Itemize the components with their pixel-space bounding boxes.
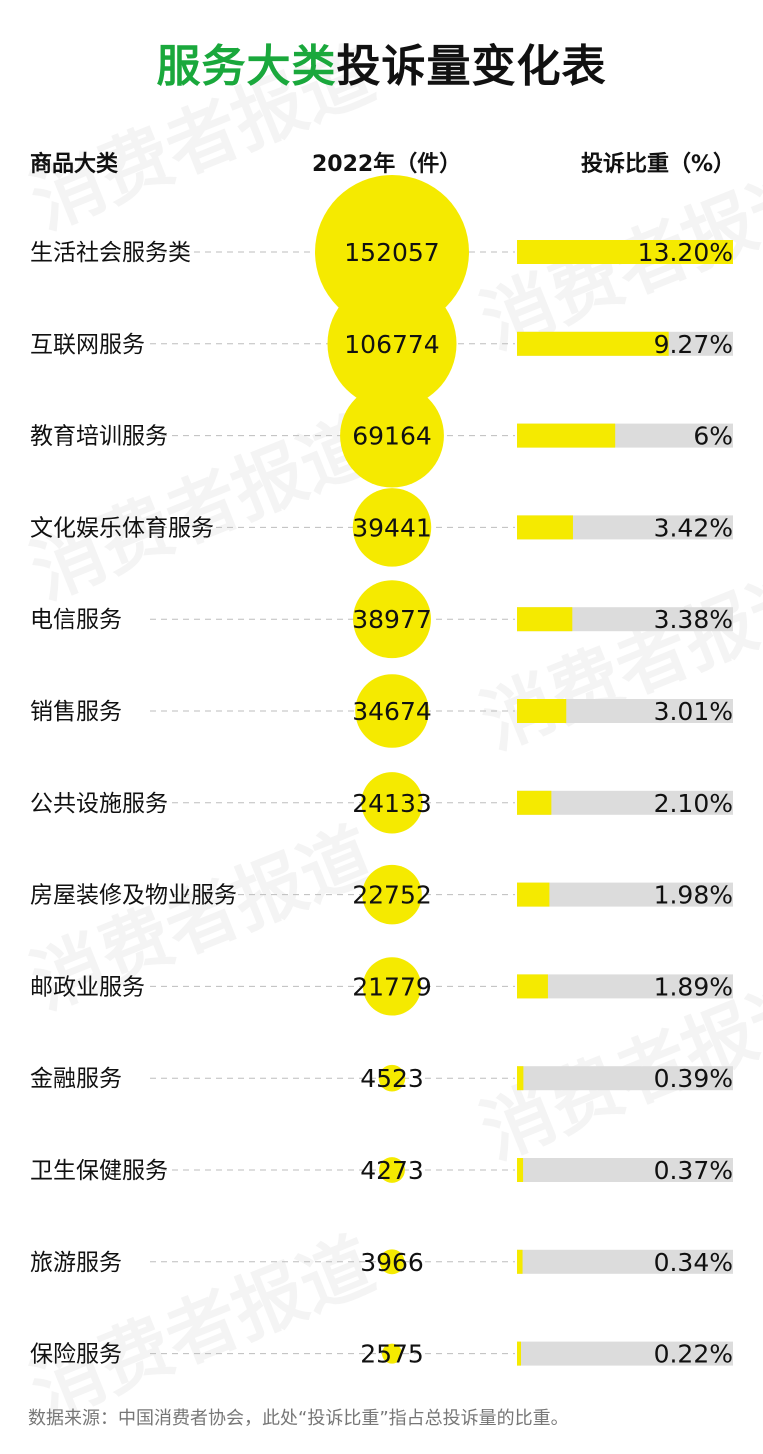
count-label: 152057 — [344, 238, 439, 267]
share-label: 3.42% — [654, 513, 733, 542]
share-bar — [517, 790, 552, 815]
share-label: 0.37% — [654, 1156, 733, 1185]
share-bar — [517, 515, 573, 540]
count-label: 39441 — [352, 513, 432, 542]
header-value: 2022年（件） — [312, 152, 462, 177]
count-bubble — [379, 1157, 405, 1183]
share-label: 0.22% — [654, 1340, 733, 1369]
share-bar — [517, 607, 573, 632]
share-label: 1.98% — [654, 881, 733, 910]
count-bubble — [362, 864, 422, 925]
count-bubble — [381, 1343, 403, 1364]
count-bubble — [327, 279, 457, 409]
share-label: 0.39% — [654, 1064, 733, 1093]
category-label: 文化娱乐体育服务 — [30, 515, 214, 541]
count-bubble — [315, 175, 469, 329]
category-label: 邮政业服务 — [30, 974, 145, 1000]
category-label: 保险服务 — [30, 1342, 122, 1368]
count-label: 3966 — [360, 1248, 424, 1277]
share-label: 1.89% — [654, 972, 733, 1001]
share-bar-track — [517, 1158, 733, 1182]
category-label: 金融服务 — [30, 1066, 122, 1092]
count-bubble — [362, 957, 422, 1016]
count-bubble — [352, 488, 432, 567]
count-bubble — [361, 772, 423, 834]
header-category: 商品大类 — [30, 152, 119, 177]
category-label: 卫生保健服务 — [30, 1158, 168, 1184]
count-bubble — [378, 1064, 406, 1092]
share-bar-track — [517, 974, 733, 999]
category-label: 生活社会服务类 — [30, 240, 191, 266]
share-bar — [517, 1249, 523, 1274]
share-bar-track — [517, 790, 733, 815]
share-bar — [517, 882, 550, 907]
share-label: 13.20% — [638, 238, 733, 267]
count-bubble — [355, 674, 429, 748]
count-label: 24133 — [352, 789, 432, 818]
count-label: 4273 — [360, 1156, 424, 1185]
source-note: 数据来源：中国消费者协会，此处“投诉比重”指占总投诉量的比重。 — [28, 1408, 569, 1429]
share-bar — [517, 699, 567, 723]
share-bar — [517, 423, 616, 448]
share-bar — [517, 240, 733, 264]
count-label: 4523 — [360, 1064, 424, 1093]
share-bars — [517, 240, 733, 1366]
category-label: 公共设施服务 — [30, 791, 168, 817]
count-bubble — [340, 383, 444, 488]
category-label: 电信服务 — [30, 607, 122, 633]
share-bar — [517, 331, 669, 356]
count-bubble — [353, 580, 431, 659]
count-label: 34674 — [352, 697, 432, 726]
title-highlight: 服务大类 — [156, 41, 337, 92]
category-label: 互联网服务 — [30, 332, 145, 358]
header-share: 投诉比重（%） — [580, 152, 735, 177]
count-label: 38977 — [352, 605, 432, 634]
count-label: 22752 — [352, 881, 432, 910]
labels: 生活社会服务类 152057 13.20% 互联网服务 106774 9.27% 教育培训服… — [30, 238, 733, 1369]
category-label: 房屋装修及物业服务 — [30, 883, 237, 909]
category-label: 旅游服务 — [30, 1250, 122, 1276]
title-rest: 投诉量变化表 — [336, 41, 607, 92]
share-bar-track — [517, 1249, 733, 1274]
share-label: 2.10% — [654, 789, 733, 818]
category-label: 教育培训服务 — [30, 424, 168, 450]
category-label: 销售服务 — [30, 699, 122, 725]
share-label: 9.27% — [654, 330, 733, 359]
count-bubble — [379, 1249, 405, 1275]
count-label: 2575 — [360, 1340, 424, 1369]
share-bar — [517, 1066, 524, 1091]
count-bubbles — [315, 175, 469, 1364]
share-bar — [517, 974, 548, 999]
dash-lines — [150, 251, 515, 1355]
share-label: 3.38% — [654, 605, 733, 634]
count-label: 106774 — [344, 330, 439, 359]
share-label: 6% — [693, 422, 733, 451]
share-bar-track — [517, 1341, 733, 1366]
count-label: 21779 — [352, 972, 432, 1001]
share-bar-track — [517, 882, 733, 907]
share-bar-track — [517, 1066, 733, 1091]
share-label: 3.01% — [654, 697, 733, 726]
share-label: 0.34% — [654, 1248, 733, 1277]
share-bar — [517, 1341, 521, 1366]
count-label: 69164 — [352, 422, 432, 451]
chart-title: 服务大类投诉量变化表 — [0, 30, 763, 94]
share-bar — [517, 1158, 524, 1182]
